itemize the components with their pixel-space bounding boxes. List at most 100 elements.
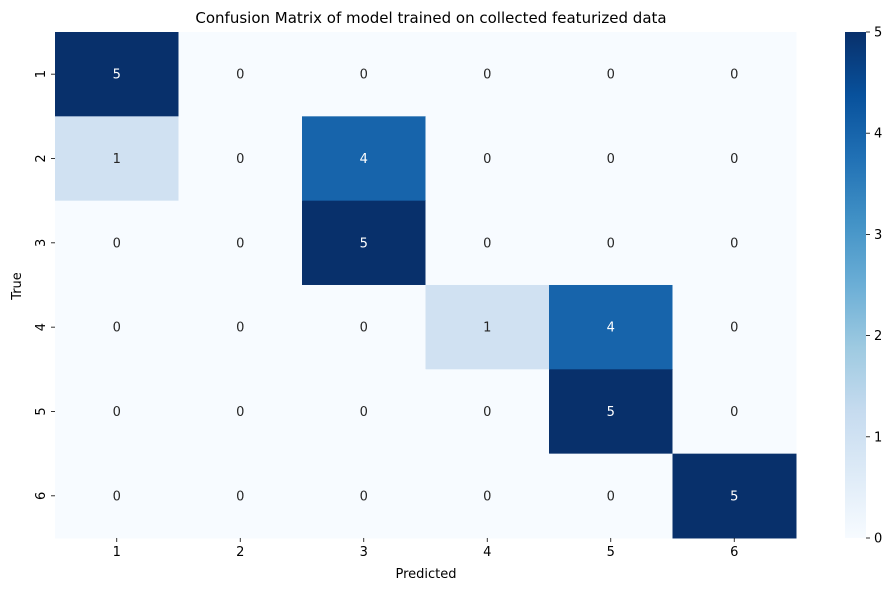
cell-value-label: 0 (236, 152, 244, 167)
y-axis-ticks: 1 2 3 4 5 6 (34, 70, 55, 500)
x-tick-label: 2 (236, 545, 244, 560)
heatmap-cell (672, 200, 797, 286)
cell-value-label: 0 (483, 68, 491, 83)
cell-value-label: 0 (730, 236, 738, 251)
y-tick-label: 4 (34, 323, 49, 331)
cell-value-label: 0 (607, 489, 615, 504)
heatmap-cells (55, 32, 797, 539)
cell-value-label: 0 (360, 321, 368, 336)
y-tick-label: 5 (34, 407, 49, 415)
cell-value-label: 0 (360, 489, 368, 504)
heatmap-cell (672, 32, 797, 117)
heatmap-cell (425, 369, 550, 455)
cell-value-label: 0 (113, 489, 121, 504)
heatmap-cell (425, 32, 550, 117)
cell-value-label: 0 (607, 152, 615, 167)
cell-value-label: 0 (483, 489, 491, 504)
cell-value-label: 5 (607, 405, 615, 420)
colorbar-tick-label: 0 (874, 532, 882, 547)
heatmap-cell (549, 200, 673, 286)
cell-annotations: 5 0 0 0 0 0 1 0 4 0 0 0 0 0 5 0 0 0 0 0 0 1 4 0 0 0 0 0 5 0 0 0 0 0 0 5 (113, 68, 739, 505)
heatmap-cell (549, 453, 673, 539)
cell-value-label: 5 (113, 68, 121, 83)
colorbar-tick-label: 3 (874, 228, 882, 243)
heatmap-cell (178, 200, 303, 286)
chart-title: Confusion Matrix of model trained on col… (195, 9, 666, 27)
heatmap-cell (425, 116, 550, 202)
cell-value-label: 0 (730, 405, 738, 420)
colorbar-tick-label: 5 (874, 26, 882, 41)
cell-value-label: 0 (236, 405, 244, 420)
cell-value-label: 0 (730, 68, 738, 83)
cell-value-label: 0 (113, 321, 121, 336)
cell-value-label: 0 (360, 68, 368, 83)
cell-value-label: 5 (360, 236, 368, 251)
cell-value-label: 0 (607, 68, 615, 83)
cell-value-label: 0 (483, 405, 491, 420)
colorbar-tick-label: 1 (874, 430, 882, 445)
heatmap-cell (55, 32, 179, 117)
cell-value-label: 0 (483, 236, 491, 251)
heatmap-cell (672, 284, 797, 370)
heatmap-cell (55, 453, 179, 539)
cell-value-label: 0 (236, 236, 244, 251)
x-tick-label: 1 (113, 545, 121, 560)
heatmap-cell (302, 369, 426, 455)
x-tick-label: 3 (360, 545, 368, 560)
cell-value-label: 5 (730, 489, 738, 504)
y-tick-label: 3 (34, 239, 49, 247)
colorbar-tick-label: 4 (874, 127, 882, 142)
heatmap-cell (672, 453, 797, 539)
x-tick-label: 6 (730, 545, 738, 560)
cell-value-label: 0 (730, 321, 738, 336)
cell-value-label: 0 (113, 405, 121, 420)
cell-value-label: 0 (483, 152, 491, 167)
cell-value-label: 0 (360, 405, 368, 420)
colorbar-tick-label: 2 (874, 329, 882, 344)
heatmap-cell (425, 200, 550, 286)
y-tick-label: 2 (34, 154, 49, 162)
heatmap-cell (549, 32, 673, 117)
heatmap-cell (178, 116, 303, 202)
heatmap-cell (178, 32, 303, 117)
heatmap-cell (302, 200, 426, 286)
y-tick-label: 6 (34, 492, 49, 500)
cell-value-label: 0 (236, 489, 244, 504)
heatmap-cell (425, 453, 550, 539)
cell-value-label: 1 (113, 152, 121, 167)
heatmap-cell (178, 284, 303, 370)
heatmap-cell (302, 453, 426, 539)
heatmap-cell (549, 369, 673, 455)
heatmap-cell (302, 284, 426, 370)
heatmap-cell (178, 369, 303, 455)
heatmap-cell (672, 369, 797, 455)
y-axis-label: True (10, 272, 25, 301)
heatmap-cell (672, 116, 797, 202)
colorbar-ticks: 0 1 2 3 4 5 (866, 26, 882, 547)
x-tick-label: 4 (483, 545, 491, 560)
cell-value-label: 0 (730, 152, 738, 167)
y-tick-label: 1 (34, 70, 49, 78)
heatmap-cell (302, 116, 426, 202)
cell-value-label: 4 (360, 152, 368, 167)
cell-value-label: 0 (113, 236, 121, 251)
colorbar (845, 32, 866, 538)
heatmap-cell (55, 284, 179, 370)
x-axis-ticks: 1 2 3 4 5 6 (113, 537, 738, 560)
heatmap-cell (178, 453, 303, 539)
heatmap-cell (302, 32, 426, 117)
heatmap-cell (425, 284, 550, 370)
x-axis-label: Predicted (395, 567, 456, 582)
heatmap-cell (549, 284, 673, 370)
heatmap-cell (549, 116, 673, 202)
cell-value-label: 1 (483, 321, 491, 336)
cell-value-label: 0 (236, 321, 244, 336)
cell-value-label: 0 (607, 236, 615, 251)
cell-value-label: 0 (236, 68, 244, 83)
x-tick-label: 5 (607, 545, 615, 560)
cell-value-label: 4 (607, 321, 615, 336)
heatmap-cell (55, 369, 179, 455)
heatmap-cell (55, 116, 179, 202)
heatmap-cell (55, 200, 179, 286)
